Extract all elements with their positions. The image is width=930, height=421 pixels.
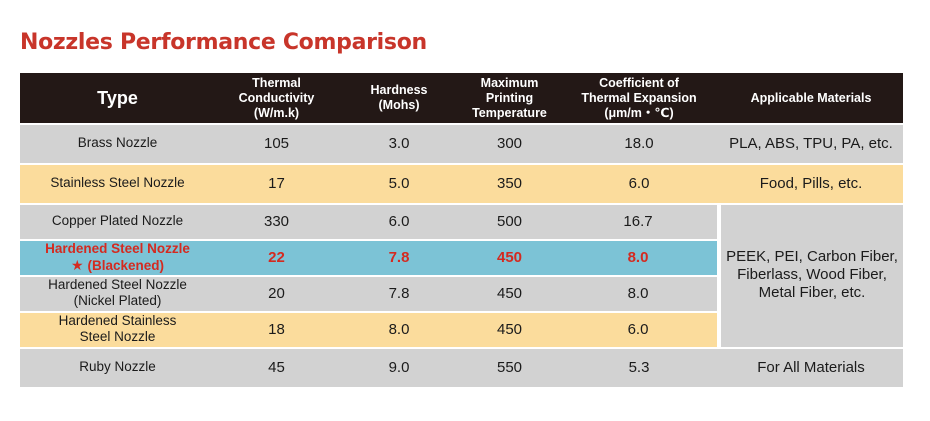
table-row: Hardened Stainless Steel Nozzle 18 8.0 45…: [20, 311, 903, 347]
cell-type: Hardened Stainless Steel Nozzle: [20, 311, 215, 347]
cell-type: Copper Plated Nozzle: [20, 203, 215, 239]
cell-expansion: 18.0: [559, 123, 719, 163]
header-type: Type: [20, 73, 215, 123]
table-row: Ruby Nozzle 45 9.0 550 5.3 For All Mater…: [20, 347, 903, 387]
cell-expansion: 6.0: [559, 311, 719, 347]
cell-expansion: 8.0: [559, 239, 719, 275]
cell-temperature: 450: [460, 239, 559, 275]
table-row: Copper Plated Nozzle 330 6.0 500 16.7 PE…: [20, 203, 903, 347]
cell-temperature: 550: [460, 347, 559, 387]
cell-materials: For All Materials: [719, 347, 903, 387]
header-temperature: Maximum Printing Temperature: [460, 73, 559, 123]
cell-type: Brass Nozzle: [20, 123, 215, 163]
cell-type: Hardened Steel Nozzle (Nickel Plated): [20, 275, 215, 311]
comparison-table: Type Thermal Conductivity (W/m.k) Hardnes…: [20, 73, 903, 387]
cell-hardness: 5.0: [338, 163, 460, 203]
table-row: Brass Nozzle 105 3.0 300 18.0 PLA, ABS, …: [20, 123, 903, 163]
cell-type: Ruby Nozzle: [20, 347, 215, 387]
cell-hardness: 3.0: [338, 123, 460, 163]
cell-materials-merged: PEEK, PEI, Carbon Fiber, Fiberlass, Wood …: [717, 203, 903, 347]
table-row: Stainless Steel Nozzle 17 5.0 350 6.0 Fo…: [20, 163, 903, 203]
cell-hardness: 8.0: [338, 311, 460, 347]
table-row-highlighted: Hardened Steel Nozzle ★ (Blackened) 22 7.8…: [20, 239, 903, 275]
header-expansion: Coefficient of Thermal Expansion (μm/m・℃): [559, 73, 719, 123]
cell-conductivity: 22: [215, 239, 338, 275]
page-title: Nozzles Performance Comparison: [20, 30, 427, 55]
cell-temperature: 450: [460, 275, 559, 311]
table-header-row: Type Thermal Conductivity (W/m.k) Hardnes…: [20, 73, 903, 123]
cell-expansion: 8.0: [559, 275, 719, 311]
cell-expansion: 6.0: [559, 163, 719, 203]
header-materials: Applicable Materials: [719, 73, 903, 123]
cell-temperature: 450: [460, 311, 559, 347]
cell-conductivity: 105: [215, 123, 338, 163]
cell-hardness: 7.8: [338, 239, 460, 275]
cell-hardness: 7.8: [338, 275, 460, 311]
header-conductivity: Thermal Conductivity (W/m.k): [215, 73, 338, 123]
cell-conductivity: 20: [215, 275, 338, 311]
header-hardness: Hardness (Mohs): [338, 73, 460, 123]
cell-conductivity: 17: [215, 163, 338, 203]
cell-conductivity: 45: [215, 347, 338, 387]
cell-expansion: 16.7: [559, 203, 719, 239]
cell-conductivity: 330: [215, 203, 338, 239]
table-row: Hardened Steel Nozzle (Nickel Plated) 20 …: [20, 275, 903, 311]
cell-materials: PLA, ABS, TPU, PA, etc.: [719, 123, 903, 163]
star-icon: ★: [70, 256, 84, 273]
cell-hardness: 6.0: [338, 203, 460, 239]
cell-type: Stainless Steel Nozzle: [20, 163, 215, 203]
cell-temperature: 350: [460, 163, 559, 203]
cell-conductivity: 18: [215, 311, 338, 347]
cell-temperature: 500: [460, 203, 559, 239]
cell-hardness: 9.0: [338, 347, 460, 387]
cell-temperature: 300: [460, 123, 559, 163]
cell-expansion: 5.3: [559, 347, 719, 387]
cell-type: Hardened Steel Nozzle ★ (Blackened): [20, 239, 215, 275]
cell-materials: Food, Pills, etc.: [719, 163, 903, 203]
